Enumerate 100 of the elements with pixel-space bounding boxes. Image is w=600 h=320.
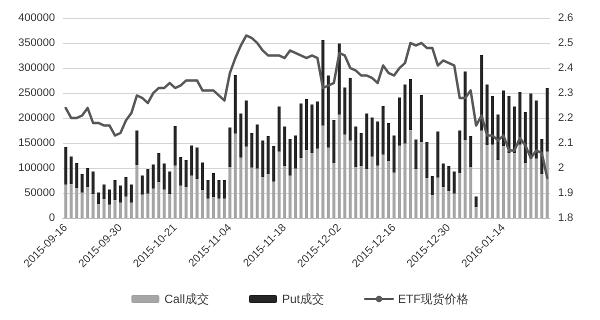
bar: [250, 133, 254, 168]
bar: [546, 88, 549, 152]
bar: [113, 200, 116, 218]
bar: [376, 166, 380, 218]
y-tick-label: 200000: [18, 112, 55, 124]
bar: [102, 184, 106, 199]
bar: [382, 154, 385, 218]
bar: [392, 136, 396, 172]
bar: [304, 150, 308, 218]
bar: [75, 163, 78, 188]
bar: [343, 134, 346, 218]
bar: [190, 146, 194, 176]
bar: [70, 156, 73, 184]
bar: [201, 190, 204, 218]
bar: [452, 194, 456, 218]
bar: [174, 126, 177, 166]
y2-tick-label: 1.9: [558, 187, 574, 199]
bar: [266, 136, 270, 174]
bar: [244, 146, 248, 218]
bar: [272, 146, 276, 182]
y2-tick-label: 2.3: [558, 87, 574, 99]
bar: [228, 128, 232, 167]
bar: [250, 168, 254, 218]
bar: [512, 153, 516, 218]
bar: [64, 147, 68, 184]
bar: [239, 158, 242, 218]
bar: [239, 114, 242, 158]
bar: [332, 120, 336, 163]
bar: [152, 188, 155, 218]
bar: [80, 174, 84, 192]
y-tick-label: 400000: [18, 12, 55, 24]
bar: [430, 176, 434, 195]
bar: [360, 166, 363, 218]
bar: [502, 90, 505, 146]
bar: [146, 169, 150, 194]
bar: [464, 140, 467, 218]
bar: [370, 156, 374, 218]
y2-tick-label: 2.4: [558, 62, 574, 74]
bar: [108, 190, 112, 204]
bar: [474, 196, 478, 207]
bar: [86, 187, 90, 218]
bar: [382, 106, 385, 154]
bar: [294, 136, 298, 168]
bar: [403, 144, 406, 218]
bar: [288, 176, 292, 218]
bar: [370, 118, 374, 156]
bar: [278, 152, 281, 218]
bar: [108, 204, 112, 218]
bar: [360, 133, 363, 166]
bar: [398, 146, 402, 218]
y-tick-label: 300000: [18, 62, 55, 74]
bar: [256, 168, 259, 218]
bar: [157, 153, 160, 182]
bar: [146, 194, 150, 218]
bar: [376, 122, 380, 166]
bar: [507, 96, 510, 153]
bar: [534, 158, 538, 218]
bar: [157, 182, 160, 218]
bar: [469, 136, 472, 167]
bar: [222, 180, 226, 198]
bar: [452, 172, 456, 194]
bar: [387, 123, 390, 161]
bar: [283, 126, 286, 166]
bar: [261, 140, 264, 177]
bar: [425, 178, 428, 218]
bar: [190, 176, 194, 218]
bar: [480, 130, 484, 218]
bar: [118, 186, 122, 202]
y-tick-label: 0: [48, 212, 55, 224]
bar: [162, 164, 166, 190]
bar: [464, 72, 467, 140]
bar: [206, 198, 210, 218]
bar: [332, 163, 336, 218]
bar: [496, 160, 500, 218]
bar: [135, 165, 138, 218]
bar: [534, 100, 538, 158]
bar: [480, 55, 484, 130]
bar: [458, 173, 462, 218]
bar: [398, 98, 402, 146]
bar: [338, 114, 341, 218]
y2-tick-label: 2: [558, 162, 564, 174]
bar: [272, 182, 276, 218]
bar: [486, 145, 489, 218]
bar: [392, 172, 396, 218]
bar: [294, 168, 298, 218]
bar: [201, 162, 204, 190]
bar: [162, 190, 166, 218]
bar: [64, 184, 68, 218]
bar: [75, 188, 78, 218]
bar: [212, 197, 215, 218]
bar: [174, 166, 177, 218]
bar: [486, 84, 489, 145]
legend-label: Call成交: [164, 292, 209, 306]
bar: [496, 114, 500, 160]
bar: [420, 142, 423, 218]
bar: [184, 187, 188, 218]
y2-tick-label: 2.1: [558, 137, 574, 149]
y-tick-label: 150000: [18, 137, 55, 149]
bar: [512, 106, 516, 153]
bar: [354, 126, 358, 167]
